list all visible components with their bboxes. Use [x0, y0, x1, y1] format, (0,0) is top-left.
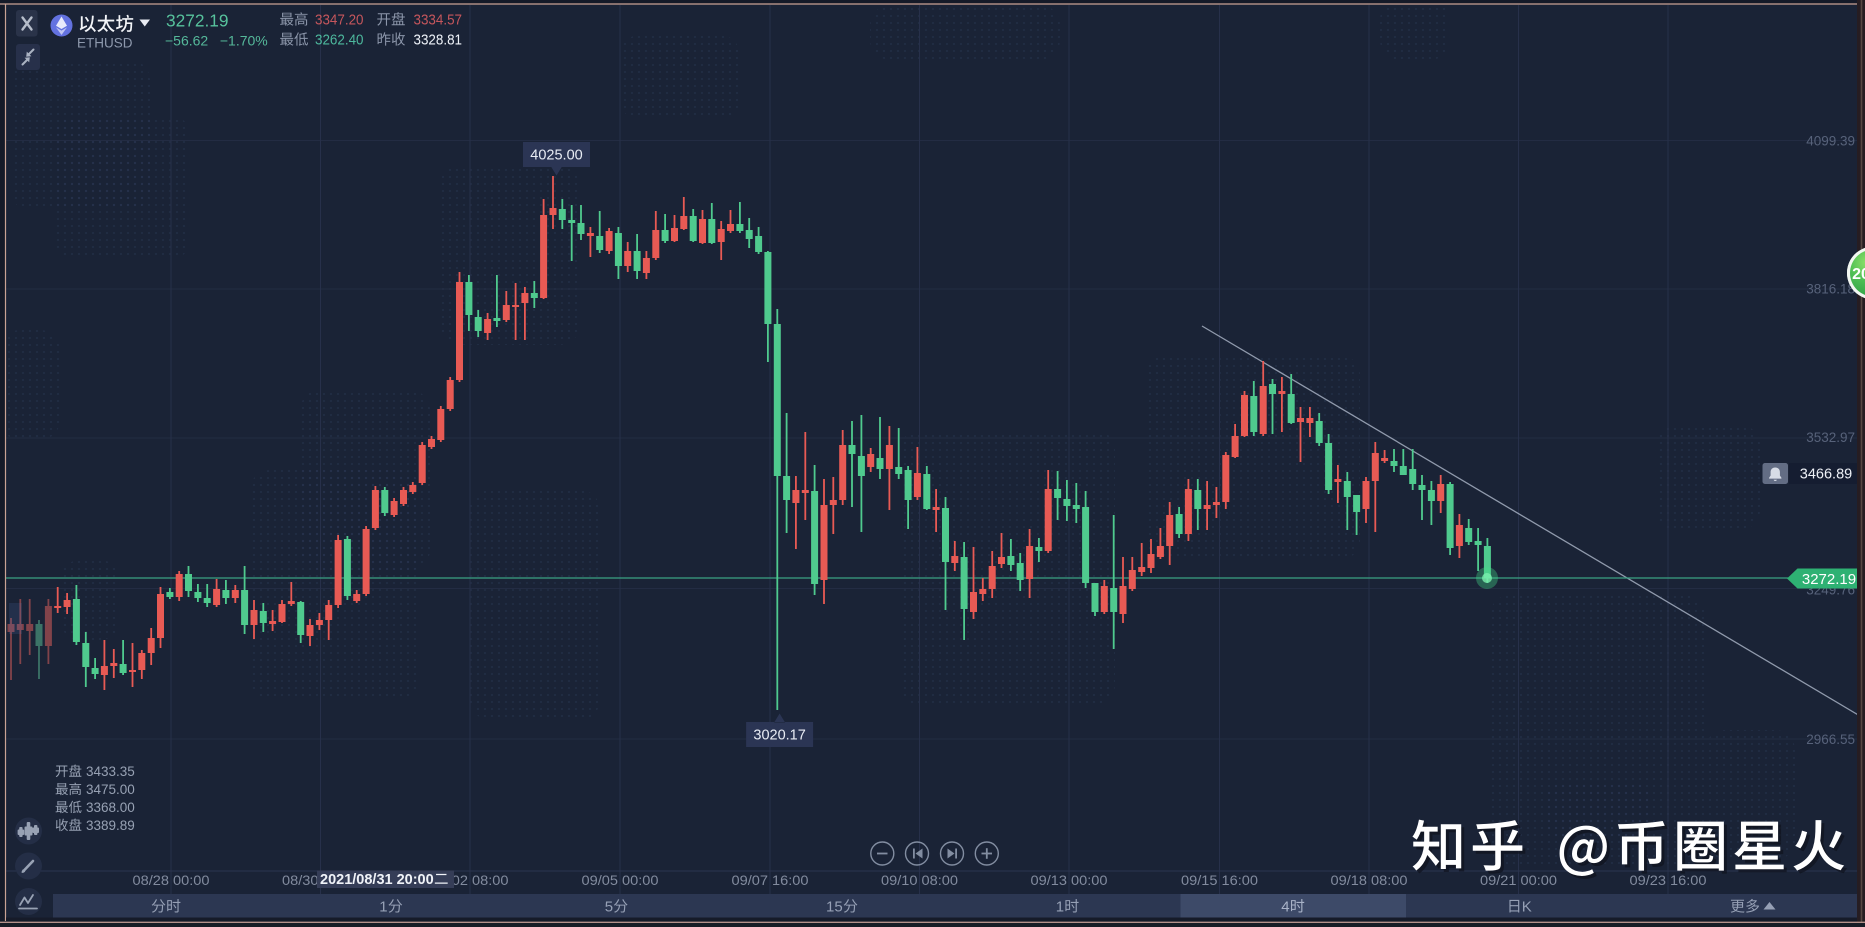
svg-text:3475.00: 3475.00 — [86, 782, 135, 797]
svg-text:15: 15 — [826, 899, 843, 916]
svg-text:1: 1 — [1056, 899, 1064, 916]
svg-text:2021/08/31 20:00: 2021/08/31 20:00 — [320, 872, 434, 888]
svg-text:−56.62 −1.70%: −56.62 −1.70% — [165, 33, 268, 49]
svg-text:09/18 08:00: 09/18 08:00 — [1331, 872, 1408, 888]
svg-text:3262.40: 3262.40 — [315, 33, 364, 49]
svg-text:3328.81: 3328.81 — [414, 33, 463, 49]
svg-text:2966.55: 2966.55 — [1806, 732, 1855, 747]
svg-text:3389.89: 3389.89 — [86, 818, 135, 833]
svg-text:3532.97: 3532.97 — [1806, 430, 1855, 445]
svg-text:1: 1 — [379, 899, 387, 916]
svg-text:3816.18: 3816.18 — [1806, 282, 1855, 297]
svg-text:4099.39: 4099.39 — [1806, 134, 1855, 149]
svg-text:3368.00: 3368.00 — [86, 800, 135, 815]
svg-text:K: K — [1522, 899, 1532, 916]
svg-text:08/28 00:00: 08/28 00:00 — [133, 872, 210, 888]
svg-text:09/07 16:00: 09/07 16:00 — [732, 872, 809, 888]
svg-text:3020.17: 3020.17 — [753, 728, 805, 744]
svg-text:3334.57: 3334.57 — [414, 13, 463, 29]
svg-text:4025.00: 4025.00 — [530, 148, 582, 164]
svg-text:3272.19: 3272.19 — [1802, 571, 1856, 588]
svg-text:3433.35: 3433.35 — [86, 764, 135, 779]
svg-text:3347.20: 3347.20 — [315, 13, 364, 29]
svg-text:4: 4 — [1281, 899, 1289, 916]
svg-text:09/10 08:00: 09/10 08:00 — [881, 872, 958, 888]
svg-text:09/23 16:00: 09/23 16:00 — [1630, 872, 1707, 888]
svg-text:ETHUSD: ETHUSD — [77, 36, 133, 51]
svg-text:09/15 16:00: 09/15 16:00 — [1181, 872, 1258, 888]
svg-text:09/05 00:00: 09/05 00:00 — [582, 872, 659, 888]
svg-text:20: 20 — [1852, 266, 1865, 283]
svg-text:3466.89: 3466.89 — [1800, 467, 1852, 483]
svg-text:09/21 00:00: 09/21 00:00 — [1480, 872, 1557, 888]
svg-text:3272.19: 3272.19 — [166, 11, 229, 31]
svg-text:09/13 00:00: 09/13 00:00 — [1031, 872, 1108, 888]
svg-text:5: 5 — [605, 899, 613, 916]
